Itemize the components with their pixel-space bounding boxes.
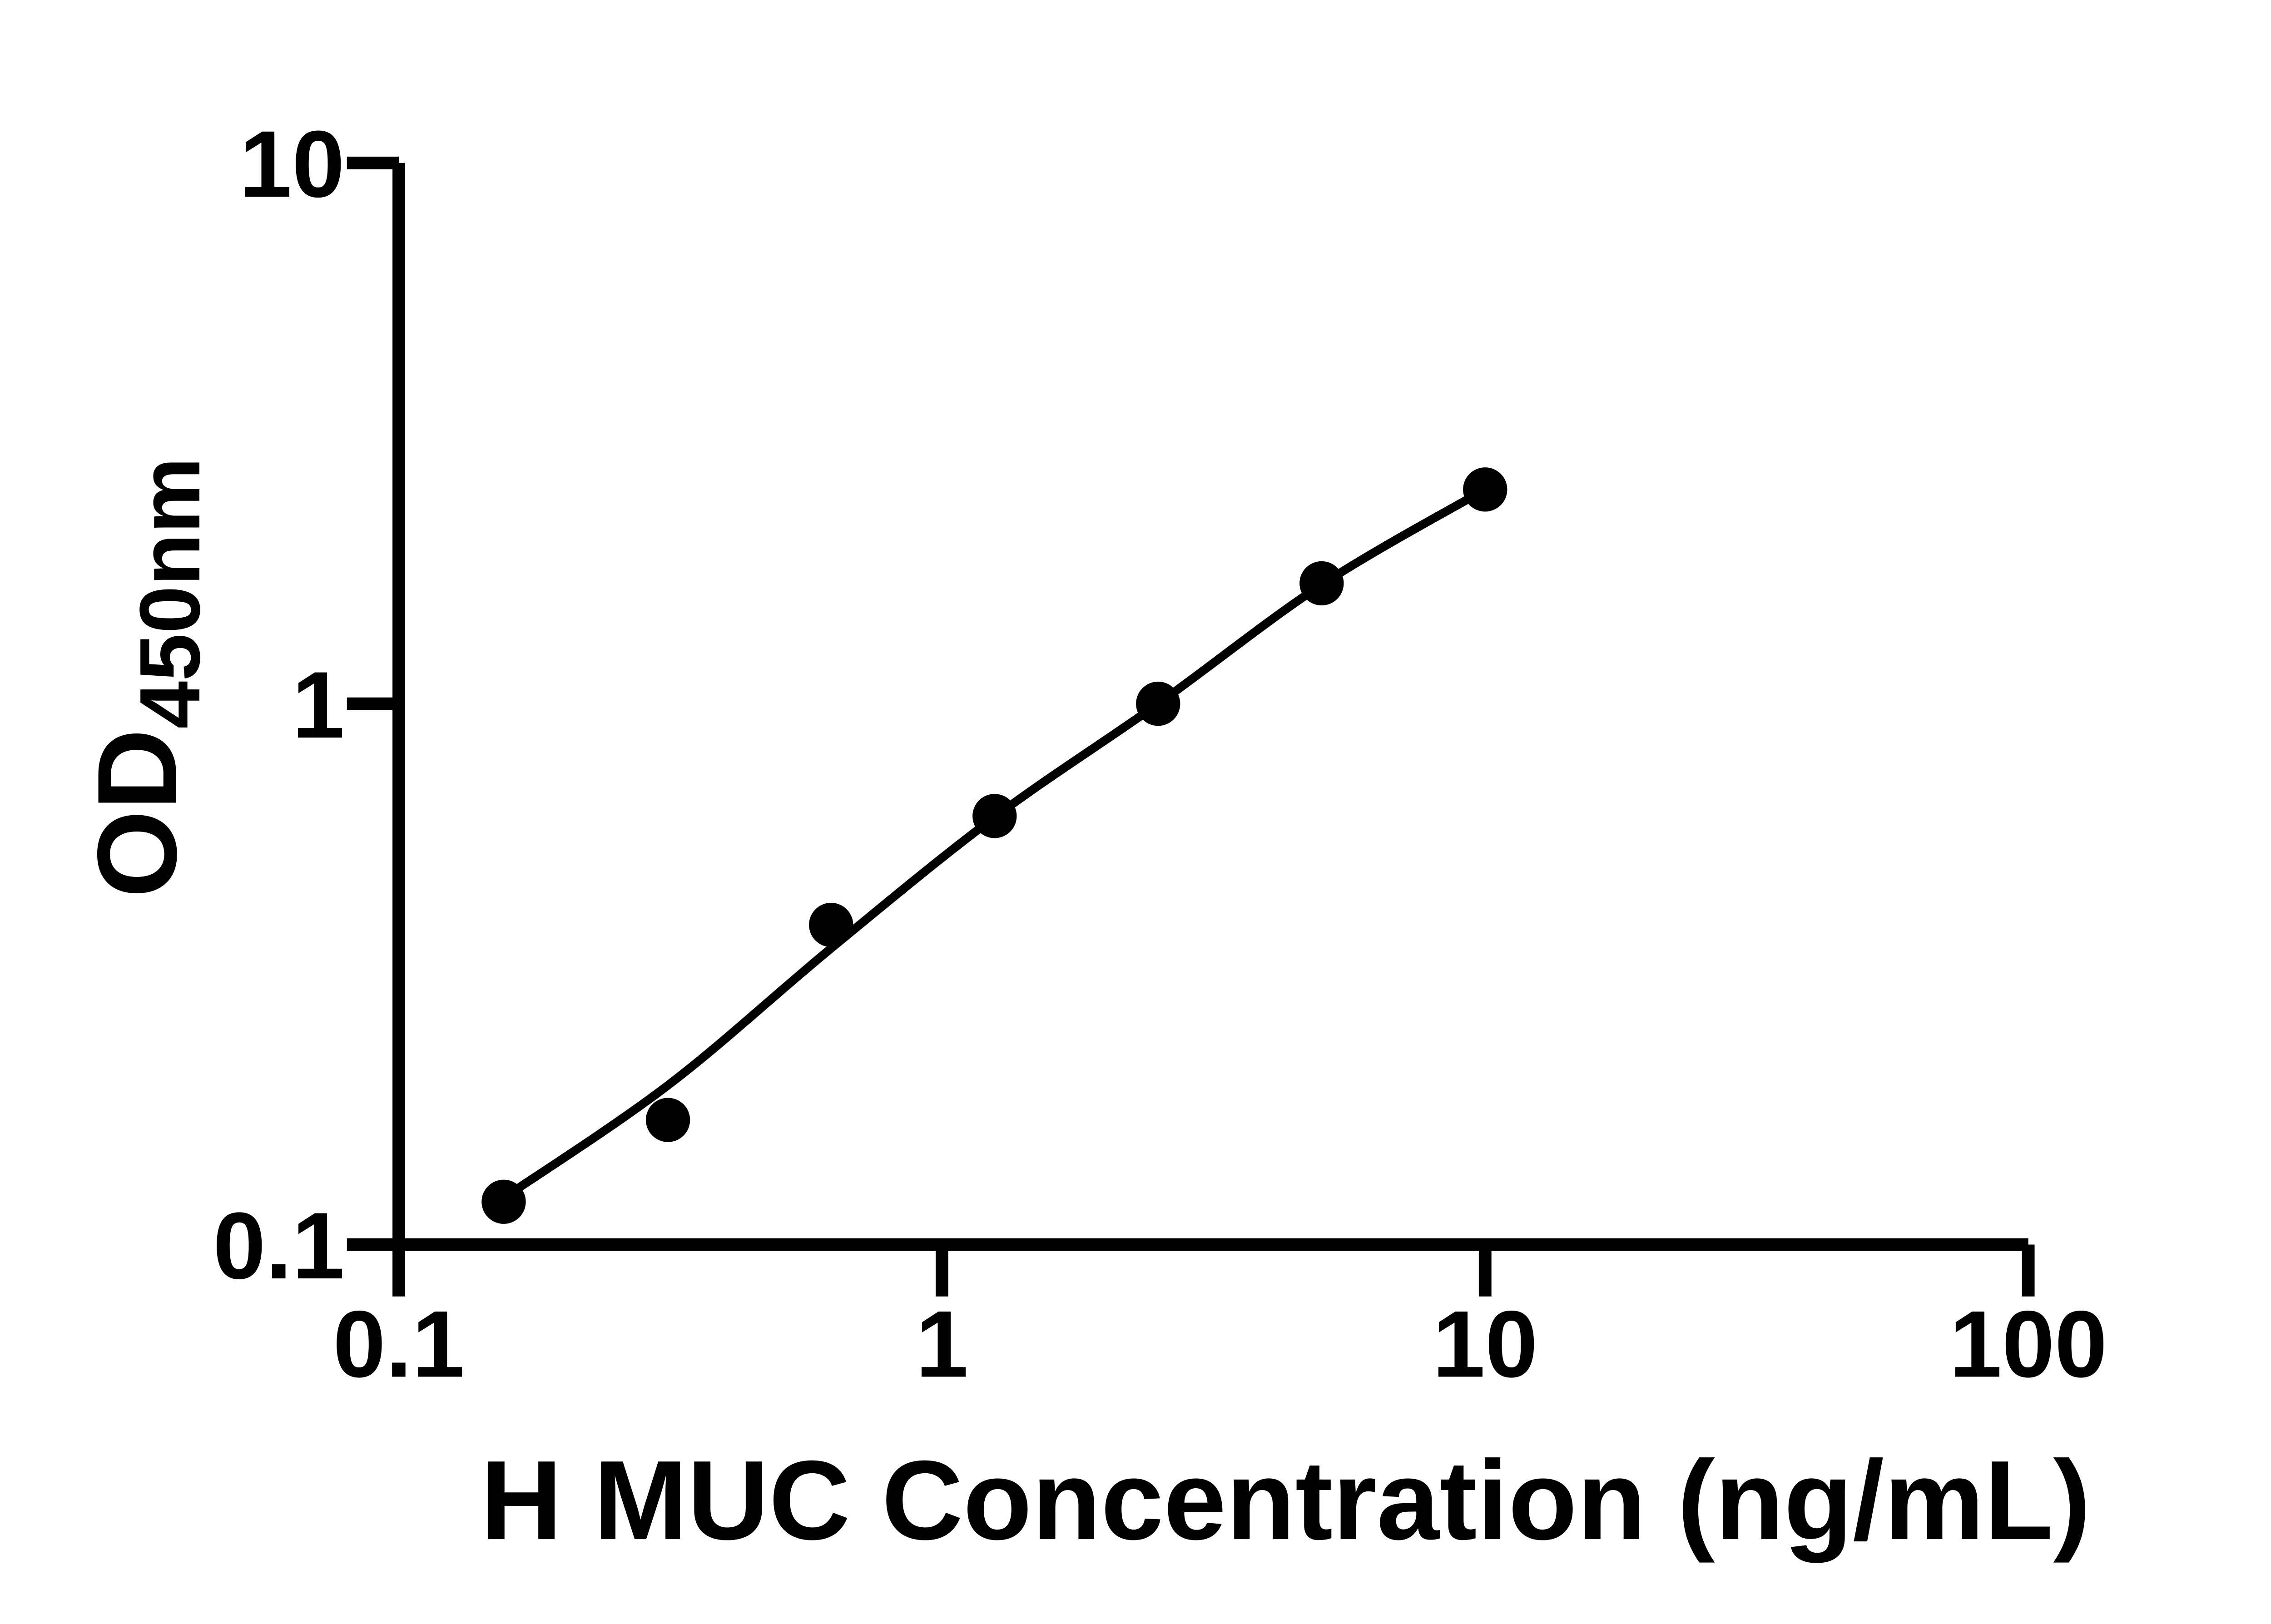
y-tick-label: 10 [239, 111, 345, 217]
x-tick-label: 0.1 [333, 1292, 465, 1397]
tick-label-layer: 0.1 1 10 100 0.1 1 10 [213, 111, 2107, 1397]
y-tick-label: 1 [292, 652, 345, 758]
x-tick-label: 10 [1433, 1292, 1538, 1397]
x-axis-title: H MUC Concentration (ng/mL) [481, 1437, 2091, 1563]
y-axis-title: OD450nm [74, 457, 218, 898]
y-axis-title-subscript: 450nm [122, 457, 218, 729]
data-point-marker [1136, 681, 1180, 726]
data-points-layer [481, 467, 1507, 1224]
x-tick-label: 1 [916, 1292, 968, 1397]
y-axis-title-main: OD [74, 729, 200, 898]
data-point-marker [1463, 467, 1507, 512]
x-tick-label: 100 [1949, 1292, 2107, 1397]
data-point-marker [1299, 561, 1344, 606]
axes-layer [347, 156, 2035, 1297]
data-point-marker [972, 794, 1017, 838]
data-point-marker [645, 1098, 690, 1142]
data-point-marker [481, 1179, 526, 1224]
data-point-marker [809, 902, 853, 947]
y-tick-label: 0.1 [213, 1193, 345, 1299]
